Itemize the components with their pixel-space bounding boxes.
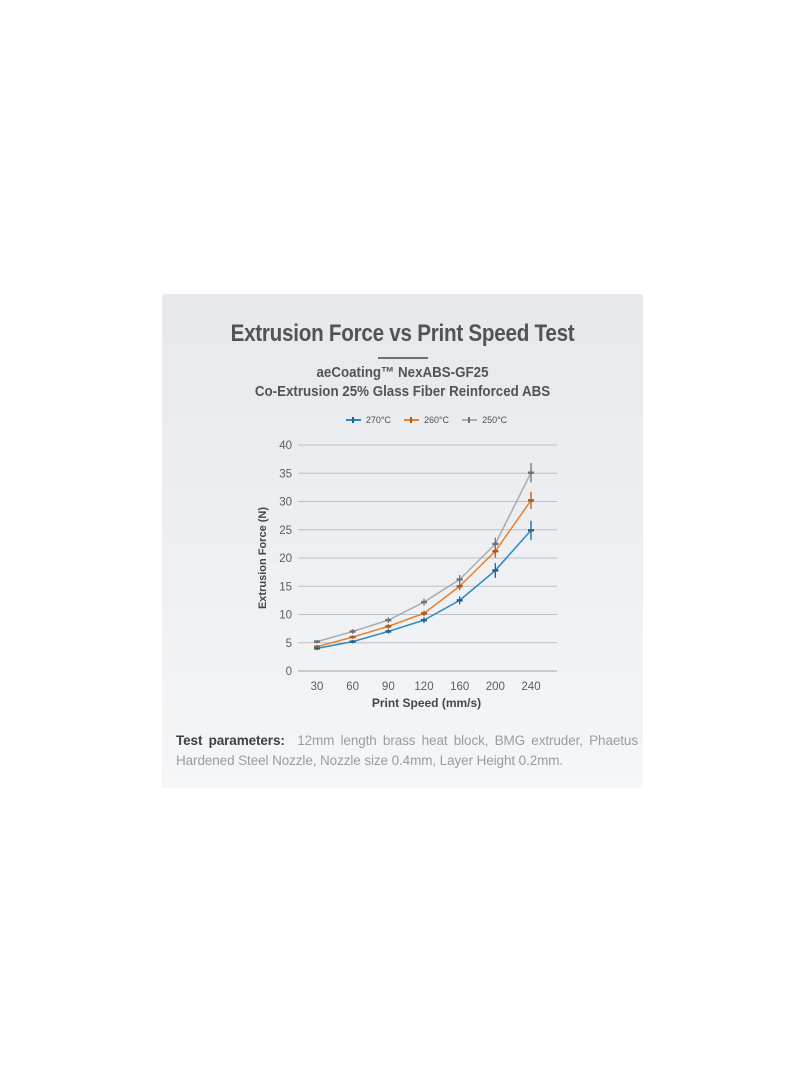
legend-item-260-c: 260°C	[403, 415, 450, 425]
legend-item-250-c: 250°C	[462, 415, 507, 425]
y-tick-label: 25	[279, 525, 292, 537]
y-tick-label: 0	[286, 666, 292, 678]
line-chart: 0 5 10 15 20 25 30 35 40 30 60 90 120 160 200 240	[270, 432, 570, 698]
x-tick-label: 160	[450, 681, 469, 693]
x-tick-label: 200	[486, 681, 505, 693]
gridlines: 0 5 10 15 20 25 30 35 40	[279, 440, 557, 678]
y-tick-label: 5	[286, 638, 292, 650]
chart-legend: 270°C 260°C 250°C	[186, 415, 667, 425]
y-tick-label: 15	[279, 581, 292, 593]
y-tick-label: 10	[279, 610, 292, 622]
legend-line-marker-icon	[403, 416, 419, 424]
y-tick-label: 20	[279, 553, 292, 565]
test-parameters-note: Test parameters: 12mm length brass heat …	[176, 731, 638, 771]
error-bars-260-c	[314, 491, 534, 649]
test-parameters-label: Test parameters:	[176, 733, 285, 748]
series-line-260-c	[316, 499, 532, 648]
test-parameters-line1: Test parameters: 12mm length brass heat …	[176, 731, 638, 751]
legend-line-marker-icon	[462, 416, 478, 424]
error-bars-270-c	[314, 520, 534, 651]
legend-line-marker-icon	[345, 416, 361, 424]
chart-canvas: 0 5 10 15 20 25 30 35 40 30 60 90 120 160 200 240	[279, 440, 557, 693]
test-parameters-line1-text: 12mm length brass heat block, BMG extrud…	[297, 733, 638, 748]
x-tick-label: 240	[521, 681, 540, 693]
y-tick-label: 35	[279, 468, 292, 480]
series-line-270-c	[316, 529, 532, 650]
test-parameters-line2: Hardened Steel Nozzle, Nozzle size 0.4mm…	[176, 753, 564, 768]
y-tick-label: 30	[279, 497, 292, 509]
error-bars-250-c	[314, 463, 534, 644]
title-divider	[377, 357, 428, 359]
legend-item-270-c: 270°C	[345, 415, 391, 425]
x-tick-label: 120	[414, 681, 433, 693]
subtitle-material: Co-Extrusion 25% Glass Fiber Reinforced …	[254, 384, 551, 400]
subtitle-product: aeCoating™ NexABS-GF25	[316, 365, 489, 381]
x-tick-label: 30	[311, 681, 324, 693]
chart-title: Extrusion Force vs Print Speed Test	[230, 320, 575, 347]
x-axis-title: Print Speed (mm/s)	[371, 696, 482, 710]
legend-label: 250°C	[482, 415, 508, 425]
series-line-250-c	[316, 471, 532, 643]
x-tick-label: 60	[346, 681, 359, 693]
chart-card: Extrusion Force vs Print Speed Test aeCo…	[162, 294, 643, 788]
y-axis-title: Extrusion Force (N)	[257, 506, 269, 610]
x-tick-labels: 30 60 90 120 160 200 240	[311, 681, 541, 693]
legend-label: 270°C	[365, 415, 391, 425]
legend-label: 260°C	[423, 415, 450, 425]
y-tick-label: 40	[279, 440, 292, 452]
x-tick-label: 90	[382, 681, 395, 693]
